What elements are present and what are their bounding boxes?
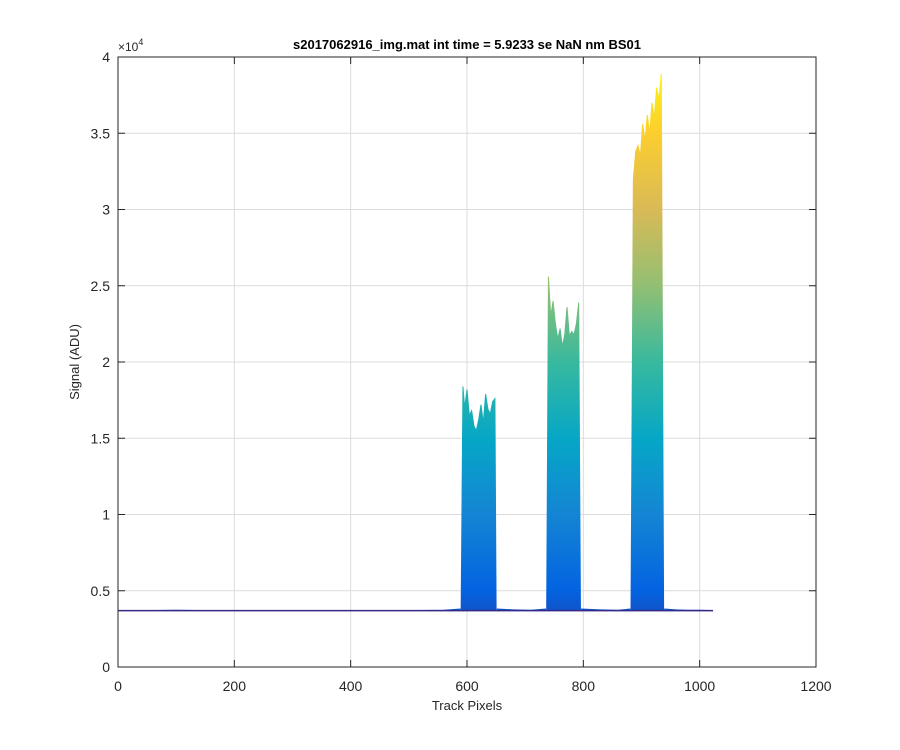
y-tick-label: 3.5	[91, 125, 111, 141]
x-axis-label: Track Pixels	[432, 698, 503, 713]
series-area-3	[546, 276, 581, 612]
x-tick-label: 200	[223, 678, 247, 694]
x-tick-label: 600	[455, 678, 479, 694]
y-axis-label: Signal (ADU)	[67, 324, 82, 400]
y-tick-label: 3	[102, 202, 110, 218]
y-tick-label: 1	[102, 507, 110, 523]
y-tick-label: 2	[102, 354, 110, 370]
y-exponent-power: 4	[138, 37, 143, 47]
y-tick-label: 4	[102, 49, 110, 65]
x-tick-label: 1000	[684, 678, 715, 694]
y-tick-label: 1.5	[91, 430, 111, 446]
series-area-5	[630, 73, 665, 612]
x-tick-label: 0	[114, 678, 122, 694]
x-tick-labels: 0 200 400 600 800 1000 1200	[114, 678, 832, 694]
grid-lines	[118, 57, 816, 667]
x-tick-label: 1200	[800, 678, 831, 694]
x-tick-label: 800	[572, 678, 596, 694]
tick-marks	[117, 56, 817, 668]
y-tick-label: 0.5	[91, 583, 111, 599]
y-tick-label: 0	[102, 659, 110, 675]
series-area-1	[460, 386, 497, 612]
x-tick-label: 400	[339, 678, 363, 694]
chart-title: s2017062916_img.mat int time = 5.9233 se…	[293, 37, 641, 52]
y-exponent-label: ×104	[118, 37, 143, 54]
y-tick-labels: 0 0.5 1 1.5 2 2.5 3 3.5 4	[91, 49, 111, 675]
y-tick-label: 2.5	[91, 278, 111, 294]
series-layer	[118, 73, 714, 612]
